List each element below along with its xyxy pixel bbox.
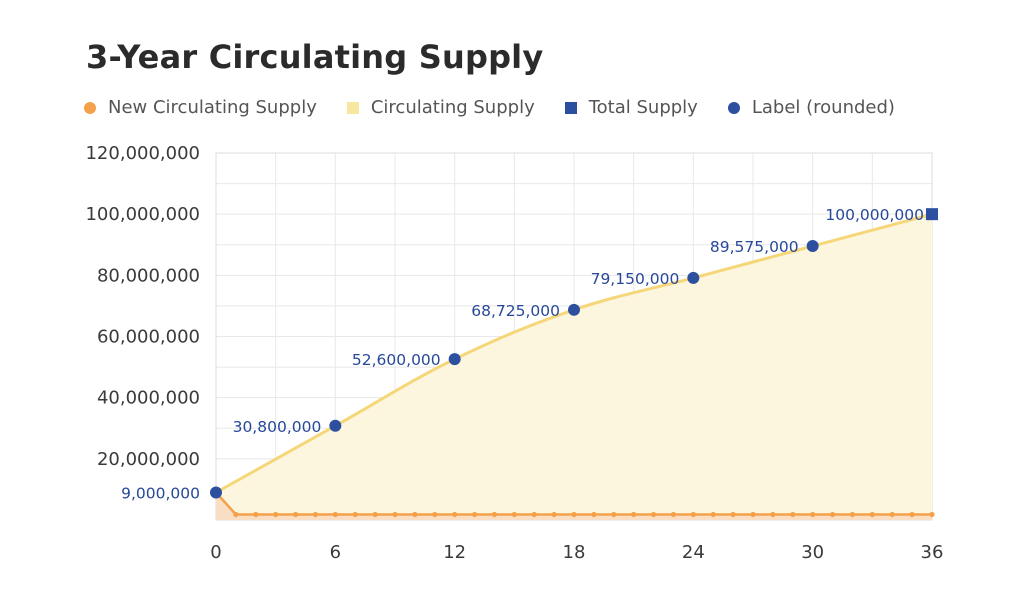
new-circulating-supply-point — [650, 511, 657, 518]
new-circulating-supply-point — [233, 511, 239, 518]
new-circulating-supply-point — [710, 511, 716, 518]
chart-title: 3-Year Circulating Supply — [86, 38, 544, 76]
y-tick-label: 120,000,000 — [85, 143, 200, 164]
new-circulating-supply-point — [372, 511, 378, 518]
legend-marker-circle-icon — [727, 101, 740, 114]
x-tick-label: 0 — [210, 542, 221, 563]
data-label: 89,575,000 — [710, 238, 799, 256]
new-circulating-supply-point — [253, 511, 259, 518]
new-circulating-supply-point — [770, 511, 776, 518]
legend-marker-square-icon — [346, 101, 359, 114]
new-circulating-supply-point — [273, 511, 279, 518]
new-circulating-supply-point — [631, 511, 637, 518]
new-circulating-supply-point — [432, 511, 438, 518]
new-circulating-supply-point — [929, 511, 935, 518]
new-circulating-supply-point — [849, 511, 856, 518]
circulating-supply-area — [216, 214, 932, 520]
y-tick-label: 80,000,000 — [97, 265, 200, 286]
label-marker — [329, 419, 342, 432]
new-circulating-supply-point — [790, 511, 796, 518]
x-tick-label: 6 — [330, 542, 341, 563]
legend-label: New Circulating Supply — [108, 97, 317, 118]
new-circulating-supply-point — [491, 511, 498, 518]
label-marker — [687, 271, 700, 284]
new-circulating-supply-point — [690, 511, 696, 518]
chart-legend: New Circulating Supply Circulating Suppl… — [84, 97, 925, 118]
data-label: 52,600,000 — [352, 351, 441, 369]
new-circulating-supply-point — [352, 511, 358, 518]
x-tick-label: 30 — [801, 542, 824, 563]
y-tick-label: 100,000,000 — [85, 204, 200, 225]
new-circulating-supply-point — [412, 511, 418, 518]
legend-item-new-circulating-supply[interactable]: New Circulating Supply — [84, 97, 317, 118]
label-marker — [806, 240, 819, 253]
new-circulating-supply-point — [452, 511, 458, 518]
label-marker — [448, 353, 461, 366]
legend-item-total-supply[interactable]: Total Supply — [564, 97, 698, 118]
new-circulating-supply-point — [611, 511, 617, 518]
new-circulating-supply-point — [292, 511, 299, 518]
new-circulating-supply-point — [511, 511, 517, 518]
legend-item-label-rounded[interactable]: Label (rounded) — [727, 97, 895, 118]
data-label: 9,000,000 — [121, 484, 200, 502]
new-circulating-supply-point — [312, 511, 319, 518]
new-circulating-supply-point — [829, 511, 836, 518]
y-tick-label: 60,000,000 — [97, 327, 200, 348]
label-marker — [210, 486, 222, 499]
new-circulating-supply-point — [471, 511, 478, 518]
x-tick-label: 24 — [682, 542, 705, 563]
new-circulating-supply-point — [670, 511, 677, 518]
new-circulating-supply-point — [392, 511, 398, 518]
new-circulating-supply-point — [889, 511, 895, 518]
x-tick-label: 12 — [443, 542, 466, 563]
data-label: 79,150,000 — [591, 270, 680, 288]
data-label: 30,800,000 — [233, 418, 322, 436]
new-circulating-supply-point — [591, 511, 597, 518]
total-supply-marker — [926, 208, 938, 221]
legend-marker-square-icon — [564, 101, 577, 114]
new-circulating-supply-point — [909, 511, 915, 518]
y-tick-label: 20,000,000 — [97, 449, 200, 470]
new-circulating-supply-point — [869, 511, 875, 518]
new-circulating-supply-point — [332, 511, 338, 518]
x-tick-label: 18 — [563, 542, 586, 563]
data-label: 68,725,000 — [471, 302, 560, 320]
new-circulating-supply-point — [750, 511, 756, 518]
legend-label: Circulating Supply — [370, 97, 535, 118]
legend-item-circulating-supply[interactable]: Circulating Supply — [346, 97, 535, 118]
x-tick-label: 36 — [921, 542, 944, 563]
y-tick-label: 40,000,000 — [97, 388, 200, 409]
legend-label: Total Supply — [588, 97, 698, 118]
new-circulating-supply-point — [551, 511, 557, 518]
new-circulating-supply-point — [730, 511, 736, 518]
legend-label: Label (rounded) — [751, 97, 895, 118]
new-circulating-supply-point — [810, 511, 816, 518]
label-marker — [568, 303, 580, 316]
new-circulating-supply-point — [571, 511, 577, 518]
data-label: 100,000,000 — [825, 206, 924, 224]
new-circulating-supply-point — [531, 511, 537, 518]
legend-marker-circle-icon — [84, 101, 96, 114]
